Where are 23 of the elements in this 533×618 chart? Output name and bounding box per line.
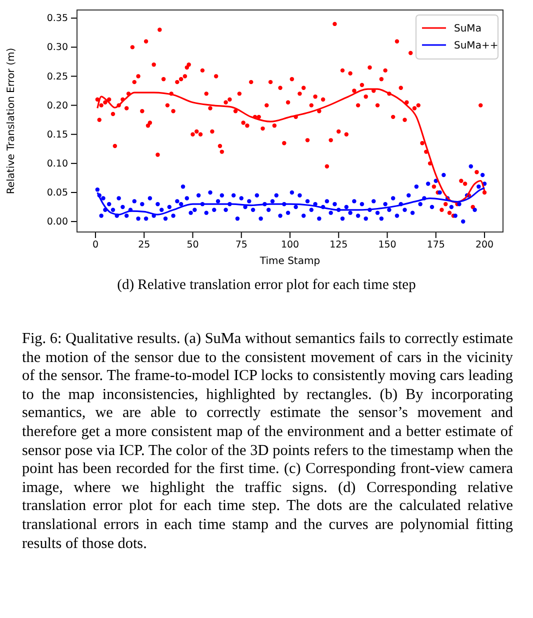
x-tick-label: 25	[138, 240, 150, 251]
y-tick-label: 0.05	[46, 188, 68, 199]
x-tick-label: 125	[330, 240, 348, 251]
y-tick-label: 0.10	[46, 158, 68, 170]
x-tick-label: 100	[280, 240, 300, 251]
y-tick-label: 0.35	[46, 13, 68, 24]
x-tick-label: 200	[475, 240, 494, 251]
x-tick-label: 150	[378, 240, 396, 251]
text: Fig. 6: Qualitative results. (a) SuMa without semantics fails to correctly estimate the motion of the sensor due to the consistent movement of cars in the vicinity of the sensor. The frame-to-model ICP locks to consistently moving cars leading to the map inconsistencies, highlighted by rectangles. (b) By incorporating semantics, we are able to correctly estimate the sensor’s movement and therefore get a more consistent map of the environment and a better estimate of sensor pose via ICP. The color of the 3D points refers to the timestamp when the point has been recorded for the first time. (c) Corresponding front-view camera image, where we highlight the traffic signs. (d) Corresponding relative translation error plot for each time step. The dots are the calculated relative translational errors in each time stamp and the curves are polynomial fitting results of those dots.	[22, 330, 513, 552]
x-tick-label: 175	[426, 240, 445, 251]
y-tick-label: 0.15	[46, 129, 68, 140]
legend-label: SuMa	[454, 24, 482, 34]
legend-label: SuMa++	[454, 40, 498, 52]
y-tick-label: 0.00	[46, 216, 68, 228]
x-axis-title: Time Stamp	[258, 256, 320, 267]
text: (d) Relative translation error plot for each time step	[116, 277, 417, 294]
x-tick-label: 0	[92, 240, 99, 251]
y-tick-label: 0.20	[46, 100, 68, 112]
y-tick-label: 0.30	[46, 42, 68, 54]
x-tick-label: 50	[186, 240, 199, 251]
y-axis-title: Relative Translation Error (m)	[6, 48, 17, 194]
y-tick-label: 0.25	[46, 71, 68, 82]
x-tick-label: 75	[235, 240, 248, 251]
